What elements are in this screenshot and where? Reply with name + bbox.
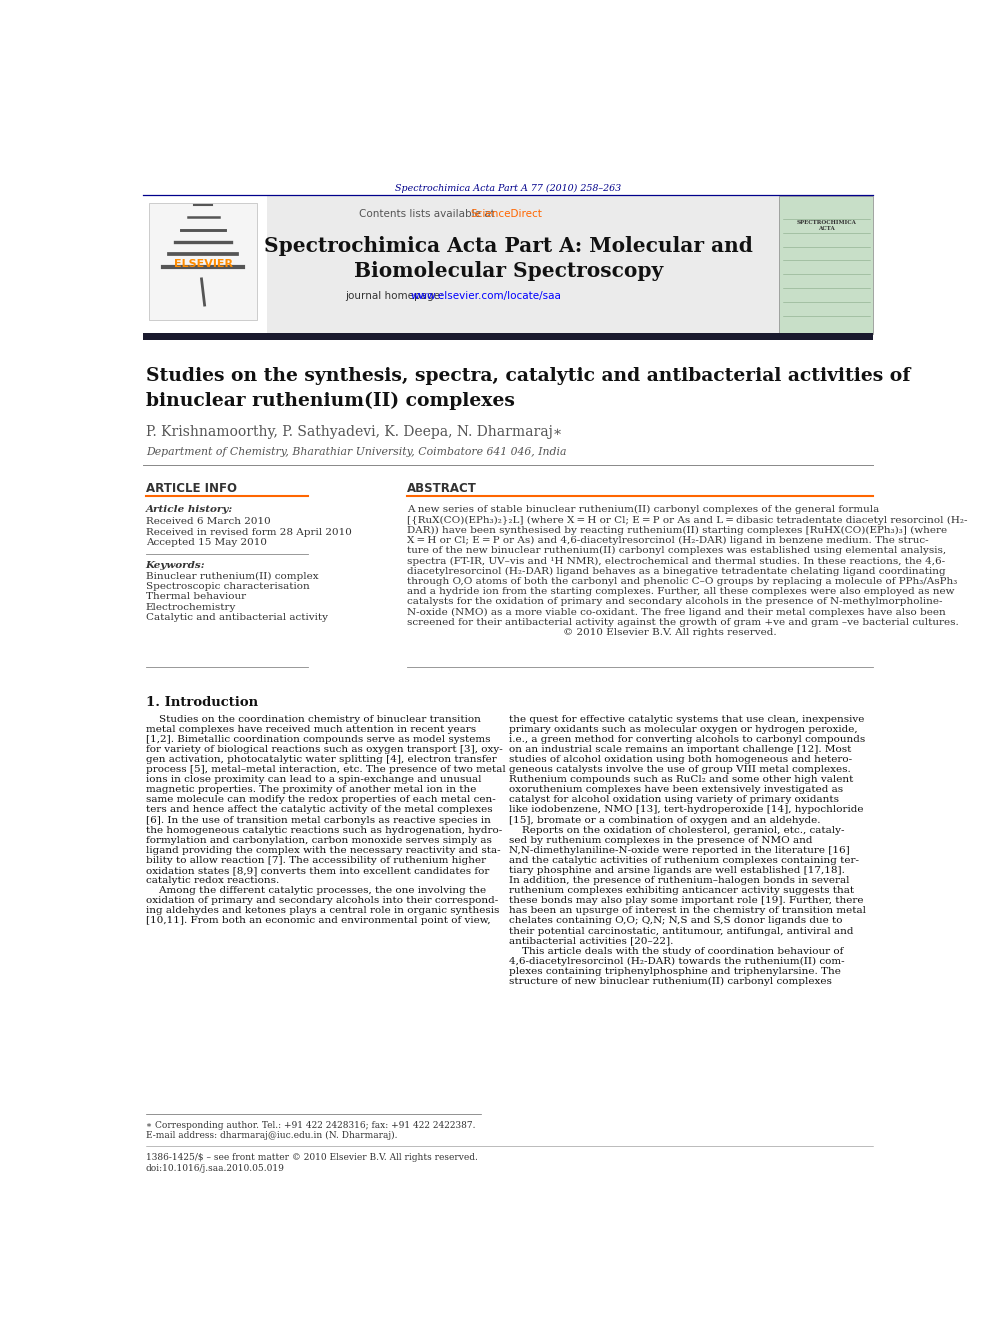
Text: ARTICLE INFO: ARTICLE INFO (146, 482, 237, 495)
Text: ters and hence affect the catalytic activity of the metal complexes: ters and hence affect the catalytic acti… (146, 806, 492, 815)
Text: Binuclear ruthenium(II) complex: Binuclear ruthenium(II) complex (146, 572, 318, 581)
Text: oxidation of primary and secondary alcohols into their correspond-: oxidation of primary and secondary alcoh… (146, 896, 498, 905)
Text: Studies on the coordination chemistry of binuclear transition: Studies on the coordination chemistry of… (146, 714, 480, 724)
Text: ∗ Corresponding author. Tel.: +91 422 2428316; fax: +91 422 2422387.: ∗ Corresponding author. Tel.: +91 422 24… (146, 1122, 475, 1130)
Text: chelates containing O,O; Q,N; N,S and S,S donor ligands due to: chelates containing O,O; Q,N; N,S and S,… (509, 917, 842, 926)
Text: magnetic properties. The proximity of another metal ion in the: magnetic properties. The proximity of an… (146, 786, 476, 794)
Text: spectra (FT-IR, UV–vis and ¹H NMR), electrochemical and thermal studies. In thes: spectra (FT-IR, UV–vis and ¹H NMR), elec… (407, 557, 945, 566)
Text: ScienceDirect: ScienceDirect (470, 209, 543, 218)
Text: process [5], metal–metal interaction, etc. The presence of two metal: process [5], metal–metal interaction, et… (146, 765, 506, 774)
Text: on an industrial scale remains an important challenge [12]. Most: on an industrial scale remains an import… (509, 745, 851, 754)
Text: sed by ruthenium complexes in the presence of NMO and: sed by ruthenium complexes in the presen… (509, 836, 812, 845)
Text: Contents lists available at: Contents lists available at (359, 209, 498, 218)
Text: Spectroscopic characterisation: Spectroscopic characterisation (146, 582, 310, 591)
Text: studies of alcohol oxidation using both homogeneous and hetero-: studies of alcohol oxidation using both … (509, 755, 852, 765)
Text: DAR)) have been synthesised by reacting ruthenium(II) starting complexes [RuHX(C: DAR)) have been synthesised by reacting … (407, 525, 947, 534)
Text: binuclear ruthenium(II) complexes: binuclear ruthenium(II) complexes (146, 392, 515, 410)
Text: [{RuX(CO)(EPh₃)₂}₂L] (where X = H or Cl; E = P or As and L = dibasic tetradentat: [{RuX(CO)(EPh₃)₂}₂L] (where X = H or Cl;… (407, 516, 967, 525)
Text: Among the different catalytic processes, the one involving the: Among the different catalytic processes,… (146, 886, 486, 896)
Text: doi:10.1016/j.saa.2010.05.019: doi:10.1016/j.saa.2010.05.019 (146, 1164, 285, 1172)
Text: diacetylresorcinol (H₂-DAR) ligand behaves as a binegative tetradentate chelatin: diacetylresorcinol (H₂-DAR) ligand behav… (407, 566, 945, 576)
Text: © 2010 Elsevier B.V. All rights reserved.: © 2010 Elsevier B.V. All rights reserved… (407, 628, 777, 638)
Text: bility to allow reaction [7]. The accessibility of ruthenium higher: bility to allow reaction [7]. The access… (146, 856, 486, 865)
Text: Received 6 March 2010: Received 6 March 2010 (146, 517, 271, 525)
Text: metal complexes have received much attention in recent years: metal complexes have received much atten… (146, 725, 476, 734)
Text: Studies on the synthesis, spectra, catalytic and antibacterial activities of: Studies on the synthesis, spectra, catal… (146, 366, 910, 385)
Text: Reports on the oxidation of cholesterol, geraniol, etc., cataly-: Reports on the oxidation of cholesterol,… (509, 826, 844, 835)
Text: screened for their antibacterial activity against the growth of gram +ve and gra: screened for their antibacterial activit… (407, 618, 958, 627)
Text: catalytic redox reactions.: catalytic redox reactions. (146, 876, 279, 885)
FancyBboxPatch shape (779, 196, 873, 335)
Text: 1. Introduction: 1. Introduction (146, 696, 258, 709)
Text: Accepted 15 May 2010: Accepted 15 May 2010 (146, 538, 267, 548)
Text: through O,O atoms of both the carbonyl and phenolic C–O groups by replacing a mo: through O,O atoms of both the carbonyl a… (407, 577, 957, 586)
Text: Department of Chemistry, Bharathiar University, Coimbatore 641 046, India: Department of Chemistry, Bharathiar Univ… (146, 447, 566, 456)
Text: oxidation states [8,9] converts them into excellent candidates for: oxidation states [8,9] converts them int… (146, 867, 489, 875)
Text: same molecule can modify the redox properties of each metal cen-: same molecule can modify the redox prope… (146, 795, 495, 804)
Text: the homogeneous catalytic reactions such as hydrogenation, hydro-: the homogeneous catalytic reactions such… (146, 826, 502, 835)
FancyBboxPatch shape (149, 204, 257, 320)
Text: journal homepage:: journal homepage: (345, 291, 446, 302)
Text: Electrochemistry: Electrochemistry (146, 603, 236, 611)
Text: Article history:: Article history: (146, 505, 233, 515)
Text: the quest for effective catalytic systems that use clean, inexpensive: the quest for effective catalytic system… (509, 714, 865, 724)
Text: Thermal behaviour: Thermal behaviour (146, 593, 246, 601)
Text: catalysts for the oxidation of primary and secondary alcohols in the presence of: catalysts for the oxidation of primary a… (407, 598, 942, 606)
Text: ions in close proximity can lead to a spin-exchange and unusual: ions in close proximity can lead to a sp… (146, 775, 481, 785)
Text: Spectrochimica Acta Part A 77 (2010) 258–263: Spectrochimica Acta Part A 77 (2010) 258… (396, 184, 621, 193)
Text: E-mail address: dharmaraj@iuc.edu.in (N. Dharmaraj).: E-mail address: dharmaraj@iuc.edu.in (N.… (146, 1131, 397, 1140)
Text: www.elsevier.com/locate/saa: www.elsevier.com/locate/saa (411, 291, 561, 302)
Text: like iodobenzene, NMO [13], tert-hydroperoxide [14], hypochloride: like iodobenzene, NMO [13], tert-hydrope… (509, 806, 864, 815)
Text: In addition, the presence of ruthenium–halogen bonds in several: In addition, the presence of ruthenium–h… (509, 876, 850, 885)
Text: oxoruthenium complexes have been extensively investigated as: oxoruthenium complexes have been extensi… (509, 786, 843, 794)
Text: Spectrochimica Acta Part A: Molecular and: Spectrochimica Acta Part A: Molecular an… (264, 235, 753, 255)
Text: i.e., a green method for converting alcohols to carbonyl compounds: i.e., a green method for converting alco… (509, 734, 865, 744)
FancyBboxPatch shape (144, 196, 268, 335)
Text: plexes containing triphenylphosphine and triphenylarsine. The: plexes containing triphenylphosphine and… (509, 967, 841, 976)
Text: ture of the new binuclear ruthenium(II) carbonyl complexes was established using: ture of the new binuclear ruthenium(II) … (407, 546, 946, 556)
Text: [15], bromate or a combination of oxygen and an aldehyde.: [15], bromate or a combination of oxygen… (509, 815, 820, 824)
Text: primary oxidants such as molecular oxygen or hydrogen peroxide,: primary oxidants such as molecular oxyge… (509, 725, 858, 734)
Text: X = H or Cl; E = P or As) and 4,6-diacetylresorcinol (H₂-DAR) ligand in benzene : X = H or Cl; E = P or As) and 4,6-diacet… (407, 536, 929, 545)
Text: antibacterial activities [20–22].: antibacterial activities [20–22]. (509, 937, 674, 946)
Text: [6]. In the use of transition metal carbonyls as reactive species in: [6]. In the use of transition metal carb… (146, 815, 491, 824)
Text: Ruthenium compounds such as RuCl₂ and some other high valent: Ruthenium compounds such as RuCl₂ and so… (509, 775, 853, 785)
Text: catalyst for alcohol oxidation using variety of primary oxidants: catalyst for alcohol oxidation using var… (509, 795, 839, 804)
Text: A new series of stable binuclear ruthenium(II) carbonyl complexes of the general: A new series of stable binuclear rutheni… (407, 505, 879, 515)
Text: Catalytic and antibacterial activity: Catalytic and antibacterial activity (146, 613, 327, 622)
Text: SPECTROCHIMICA
ACTA: SPECTROCHIMICA ACTA (797, 221, 856, 232)
Text: 4,6-diacetylresorcinol (H₂-DAR) towards the ruthenium(II) com-: 4,6-diacetylresorcinol (H₂-DAR) towards … (509, 957, 845, 966)
Text: Keywords:: Keywords: (146, 561, 205, 570)
Text: 1386-1425/$ – see front matter © 2010 Elsevier B.V. All rights reserved.: 1386-1425/$ – see front matter © 2010 El… (146, 1152, 477, 1162)
Text: ABSTRACT: ABSTRACT (407, 482, 477, 495)
Text: Received in revised form 28 April 2010: Received in revised form 28 April 2010 (146, 528, 351, 537)
Text: formylation and carbonylation, carbon monoxide serves simply as: formylation and carbonylation, carbon mo… (146, 836, 492, 845)
Text: ELSEVIER: ELSEVIER (174, 259, 232, 269)
Text: and a hydride ion from the starting complexes. Further, all these complexes were: and a hydride ion from the starting comp… (407, 587, 954, 597)
Text: N-oxide (NMO) as a more viable co-oxidant. The free ligand and their metal compl: N-oxide (NMO) as a more viable co-oxidan… (407, 607, 945, 617)
Text: [10,11]. From both an economic and environmental point of view,: [10,11]. From both an economic and envir… (146, 917, 490, 926)
Text: P. Krishnamoorthy, P. Sathyadevi, K. Deepa, N. Dharmaraj∗: P. Krishnamoorthy, P. Sathyadevi, K. Dee… (146, 425, 561, 439)
Text: N,N-dimethylaniline-N-oxide were reported in the literature [16]: N,N-dimethylaniline-N-oxide were reporte… (509, 845, 850, 855)
Text: and the catalytic activities of ruthenium complexes containing ter-: and the catalytic activities of rutheniu… (509, 856, 859, 865)
Text: these bonds may also play some important role [19]. Further, there: these bonds may also play some important… (509, 896, 864, 905)
FancyBboxPatch shape (144, 196, 873, 335)
Text: for variety of biological reactions such as oxygen transport [3], oxy-: for variety of biological reactions such… (146, 745, 503, 754)
Text: gen activation, photocatalytic water splitting [4], electron transfer: gen activation, photocatalytic water spl… (146, 755, 496, 765)
Text: [1,2]. Bimetallic coordination compounds serve as model systems: [1,2]. Bimetallic coordination compounds… (146, 734, 490, 744)
Text: ing aldehydes and ketones plays a central role in organic synthesis: ing aldehydes and ketones plays a centra… (146, 906, 499, 916)
Text: tiary phosphine and arsine ligands are well established [17,18].: tiary phosphine and arsine ligands are w… (509, 867, 845, 875)
Text: geneous catalysts involve the use of group VIII metal complexes.: geneous catalysts involve the use of gro… (509, 765, 851, 774)
Text: Biomolecular Spectroscopy: Biomolecular Spectroscopy (354, 261, 663, 282)
Text: structure of new binuclear ruthenium(II) carbonyl complexes: structure of new binuclear ruthenium(II)… (509, 976, 832, 986)
Text: has been an upsurge of interest in the chemistry of transition metal: has been an upsurge of interest in the c… (509, 906, 866, 916)
Text: ligand providing the complex with the necessary reactivity and sta-: ligand providing the complex with the ne… (146, 845, 500, 855)
Text: This article deals with the study of coordination behaviour of: This article deals with the study of coo… (509, 947, 843, 955)
Text: their potential carcinostatic, antitumour, antifungal, antiviral and: their potential carcinostatic, antitumou… (509, 926, 854, 935)
Text: ruthenium complexes exhibiting anticancer activity suggests that: ruthenium complexes exhibiting anticance… (509, 886, 854, 896)
FancyBboxPatch shape (144, 333, 873, 340)
